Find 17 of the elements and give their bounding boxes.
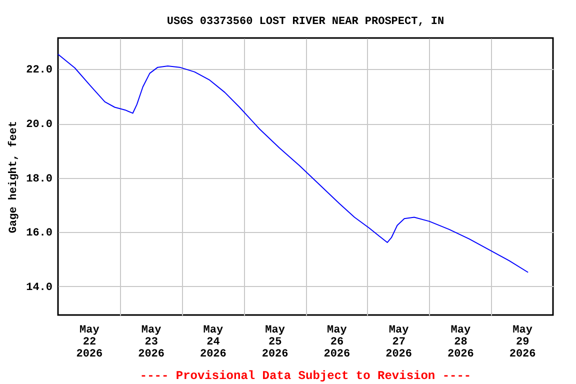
y-axis-title: Gage height, feet	[7, 120, 20, 234]
x-tick-label: May 23 2026	[138, 324, 165, 360]
x-tick-label: May 27 2026	[386, 324, 412, 360]
x-tick-label: May 29 2026	[509, 324, 536, 360]
x-tick-label: May 22 2026	[76, 324, 103, 360]
x-tick-label: May 24 2026	[200, 324, 226, 360]
chart-title: USGS 03373560 LOST RIVER NEAR PROSPECT, IN	[166, 16, 444, 28]
y-tick-label: 16.0	[26, 228, 52, 240]
text: ---- Provisional Data Subject to Revision ----	[140, 369, 472, 383]
y-tick-label: 14.0	[26, 282, 52, 294]
y-tick-label: 22.0	[26, 64, 52, 77]
y-tick-label: 18.0	[26, 173, 52, 186]
y-tick-label: 20.0	[26, 119, 52, 132]
x-tick-label: May 26 2026	[324, 324, 350, 360]
line-series	[58, 54, 529, 273]
x-tick-label: May 28 2026	[447, 324, 474, 360]
x-tick-label: May 25 2026	[262, 324, 288, 360]
